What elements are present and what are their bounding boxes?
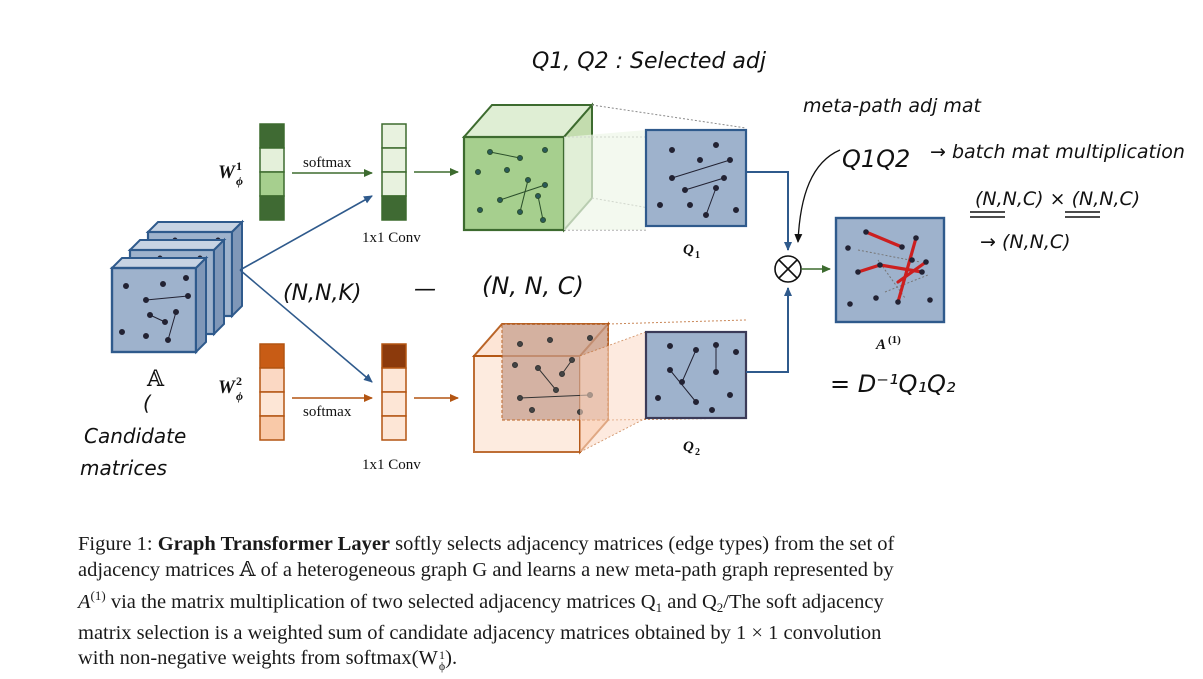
candidate-matrices-stack — [109, 219, 245, 355]
q1q2-note: Q1Q2 — [842, 145, 910, 173]
arrow-stack-to-conv-top — [239, 195, 373, 271]
caption-line-4: matrix selection is a weighted sum of ca… — [78, 621, 882, 644]
svg-text:2: 2 — [695, 447, 700, 458]
arrow-stack-to-conv-bottom — [239, 269, 373, 383]
arrow-q1-to-mult — [746, 171, 792, 251]
paren-note: ( — [143, 391, 152, 415]
svg-text:W: W — [218, 162, 236, 183]
svg-text:2: 2 — [236, 374, 242, 388]
caption-line3-b: via the matrix multiplication of two sel… — [110, 591, 656, 613]
softmax-bottom-label: softmax — [303, 404, 352, 420]
w1-label: W 1 ϕ — [218, 159, 243, 188]
svg-text:(1): (1) — [888, 334, 901, 346]
w2-label: W 2 ϕ — [218, 374, 243, 403]
conv-vector-bottom — [381, 343, 407, 441]
green-projection-plane — [564, 130, 646, 230]
arrow-q2-to-mult — [746, 287, 792, 373]
caption-line3-d: /The soft adjacency — [723, 591, 884, 613]
svg-text:ϕ: ϕ — [236, 174, 243, 188]
caption-line-2: adjacency matrices 𝔸 of a heterogeneous … — [78, 558, 894, 581]
svg-text:ϕ: ϕ — [236, 389, 243, 403]
otimes-operator — [774, 255, 802, 283]
caption-line5-a: with non-negative weights from softmax(W — [78, 647, 438, 669]
q2-matrix — [644, 330, 748, 420]
conv-top-label: 1x1 Conv — [362, 230, 421, 246]
meta-path-note: meta-path adj mat — [803, 95, 983, 117]
q1-matrix — [644, 128, 748, 228]
caption-line5-b: ). — [445, 647, 458, 669]
inverse-formula-note: = D⁻¹Q₁Q₂ — [830, 370, 956, 398]
caption-bold-title: Graph Transformer Layer — [157, 533, 391, 555]
a1-matrix — [834, 216, 946, 324]
caption-a-symbol: A — [78, 591, 91, 613]
shapes-result-note: → (N,N,C) — [980, 231, 1071, 253]
figure-caption: Figure 1: Graph Transformer Layer softly… — [78, 532, 1078, 672]
weight-vector-w2 — [259, 343, 285, 441]
caption-a-sup: (1) — [90, 588, 106, 603]
svg-text:1: 1 — [236, 159, 242, 173]
conv-bottom-label: 1x1 Conv — [362, 457, 421, 473]
shapes-product-note: (N,N,C) × (N,N,C) — [975, 188, 1140, 210]
nnc-note: (N, N, C) — [482, 272, 584, 300]
caption-line1-rest: softly selects adjacency matrices (edge … — [395, 533, 895, 555]
orange-projection-plane — [580, 332, 646, 452]
svg-text:1: 1 — [695, 250, 700, 261]
caption-line-5: with non-negative weights from softmax(W… — [78, 646, 1078, 672]
nnk-note: (N,N,K) — [283, 281, 362, 306]
caption-line-3: A(1) via the matrix multiplication of tw… — [78, 583, 1078, 621]
a1-label: A (1) — [875, 334, 901, 353]
conv-vector-top — [381, 123, 407, 221]
arrow-dash-note: — — [414, 277, 436, 302]
blackboard-a-label: 𝔸 — [146, 366, 165, 391]
weight-vector-w1 — [259, 123, 285, 221]
q1-label: Q 1 — [683, 242, 700, 261]
candidate-note: Candidate — [84, 424, 186, 448]
note-pointer-line — [794, 149, 841, 243]
q2-label: Q 2 — [683, 439, 700, 458]
caption-q1-sub: 1 — [655, 600, 663, 615]
batch-mult-note: → batch mat multiplication — [930, 141, 1185, 163]
matrices-note: matrices — [80, 456, 167, 480]
softmax-top-label: softmax — [303, 155, 352, 171]
shapes-underline-marks — [970, 211, 1100, 218]
caption-q2-sub: 2 — [716, 600, 724, 615]
caption-line-1: Figure 1: Graph Transformer Layer softly… — [78, 532, 1078, 558]
svg-text:W: W — [218, 377, 236, 398]
q-selected-note: Q1, Q2 : Selected adj — [532, 49, 767, 74]
caption-fig-label: Figure 1: — [78, 533, 153, 555]
svg-text:Q: Q — [683, 439, 694, 455]
caption-line3-c: and Q — [667, 591, 717, 613]
svg-text:A: A — [875, 337, 886, 353]
svg-text:Q: Q — [683, 242, 694, 258]
